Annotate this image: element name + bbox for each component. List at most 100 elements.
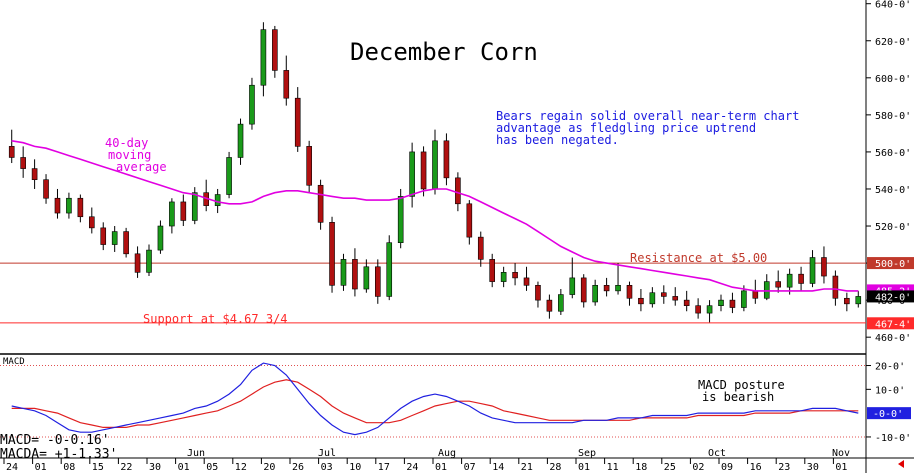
- candle-body: [191, 192, 198, 221]
- macd-flag-label: -0-0': [873, 409, 903, 420]
- moving-average-line: [11, 140, 859, 292]
- candle-body: [855, 296, 862, 305]
- price-flag-label: 467-4': [875, 319, 911, 330]
- candle-body: [169, 201, 175, 227]
- candle-body: [386, 242, 393, 297]
- x-tick-label: 07: [464, 462, 476, 473]
- candle-body: [660, 292, 667, 297]
- candle-body: [489, 259, 496, 282]
- x-tick-label: 23: [778, 462, 790, 473]
- x-tick-label: 21: [521, 462, 533, 473]
- x-tick-label: 22: [120, 462, 132, 473]
- price-flag: [867, 290, 914, 303]
- candle-body: [8, 146, 15, 158]
- month-label: Jun: [187, 448, 205, 459]
- x-tick-label: 10: [349, 462, 361, 473]
- candle-body: [111, 231, 118, 245]
- candle-body: [306, 146, 312, 186]
- candle-body: [89, 216, 95, 229]
- candle-body: [649, 292, 656, 305]
- candle-body: [546, 299, 553, 312]
- chart-title: December Corn: [350, 38, 538, 66]
- candle-body: [775, 281, 782, 288]
- candle-body: [54, 197, 61, 214]
- candle-body: [626, 285, 633, 299]
- month-label: Oct: [708, 448, 726, 459]
- candle-body: [432, 140, 438, 190]
- x-tick-label: 05: [206, 462, 218, 473]
- macd-tick-label: -10-0': [875, 433, 911, 444]
- ma-label-line: average: [116, 160, 167, 174]
- macd-legend-line: MACD= -0-0.16': [0, 433, 110, 448]
- x-tick-label: 01: [578, 462, 590, 473]
- macd-posture-line: is bearish: [702, 390, 774, 404]
- candle-body: [695, 305, 701, 314]
- x-tick-label: 03: [321, 462, 333, 473]
- candle-body: [580, 277, 587, 303]
- back-arrow-icon: [898, 460, 904, 468]
- x-tick-label: 16: [750, 462, 762, 473]
- macd-tick-label: 10-0': [875, 385, 905, 396]
- candle-body: [134, 253, 141, 273]
- candle-body: [832, 275, 839, 299]
- price-flag-label: 500-0': [875, 259, 911, 270]
- candle-body: [558, 294, 564, 312]
- price-tick-label: 600-0': [875, 74, 911, 85]
- ma-label-line: moving: [108, 148, 151, 162]
- candle-body: [237, 123, 244, 158]
- candle-body: [592, 285, 598, 303]
- macd-tick-label: 20-0': [875, 362, 905, 373]
- x-tick-label: 12: [235, 462, 247, 473]
- candle-body: [66, 197, 72, 214]
- price-tick-label: 640-0': [875, 0, 911, 11]
- candle-body: [672, 296, 679, 301]
- candle-body: [317, 184, 324, 223]
- candle-body: [363, 266, 370, 290]
- macd-panel-label: MACD: [3, 357, 25, 367]
- candle-body: [466, 203, 473, 238]
- x-tick-label: 01: [178, 462, 190, 473]
- month-label: Nov: [832, 448, 850, 459]
- x-tick-label: 24: [406, 462, 418, 473]
- candle-body: [638, 297, 644, 305]
- candle-body: [615, 285, 621, 292]
- candle-body: [340, 259, 347, 286]
- candle-body: [535, 285, 541, 301]
- month-label: Sep: [578, 448, 596, 459]
- candle-body: [249, 84, 255, 125]
- macd-signal-line: [11, 379, 859, 428]
- price-flag: [867, 257, 914, 270]
- x-tick-label: 24: [6, 462, 18, 473]
- macd-line: [11, 362, 859, 436]
- candle-body: [420, 151, 427, 190]
- candle-body: [352, 259, 358, 290]
- price-tick-label: 460-0': [875, 333, 911, 344]
- commentary-line: Bears regain solid overall near-term cha…: [496, 109, 799, 123]
- x-tick-label: 08: [63, 462, 75, 473]
- candle-body: [214, 194, 221, 206]
- commentary-line: advantage as fledgling price uptrend: [496, 121, 756, 135]
- candle-body: [729, 299, 736, 308]
- macd-legend-line: MACDA= +1-1.33': [0, 447, 117, 462]
- commentary-line: has been negated.: [496, 133, 619, 147]
- candle-body: [20, 157, 26, 169]
- price-tick-label: 540-0': [875, 185, 911, 196]
- candle-body: [146, 249, 152, 273]
- x-tick-label: 17: [378, 462, 390, 473]
- candle-body: [786, 273, 793, 288]
- candle-body: [512, 272, 518, 279]
- candle-body: [500, 272, 507, 282]
- candle-body: [706, 305, 713, 314]
- candle-body: [809, 257, 816, 284]
- price-tick-label: 620-0': [875, 37, 911, 48]
- resistance-label: Resistance at $5.00: [630, 251, 767, 265]
- candle-body: [443, 140, 450, 179]
- candle-body: [569, 277, 576, 295]
- candle-body: [763, 281, 770, 299]
- month-label: Jul: [318, 448, 336, 459]
- x-tick-label: 02: [692, 462, 704, 473]
- candle-body: [397, 196, 404, 243]
- candle-body: [31, 168, 38, 181]
- candle-body: [374, 266, 381, 297]
